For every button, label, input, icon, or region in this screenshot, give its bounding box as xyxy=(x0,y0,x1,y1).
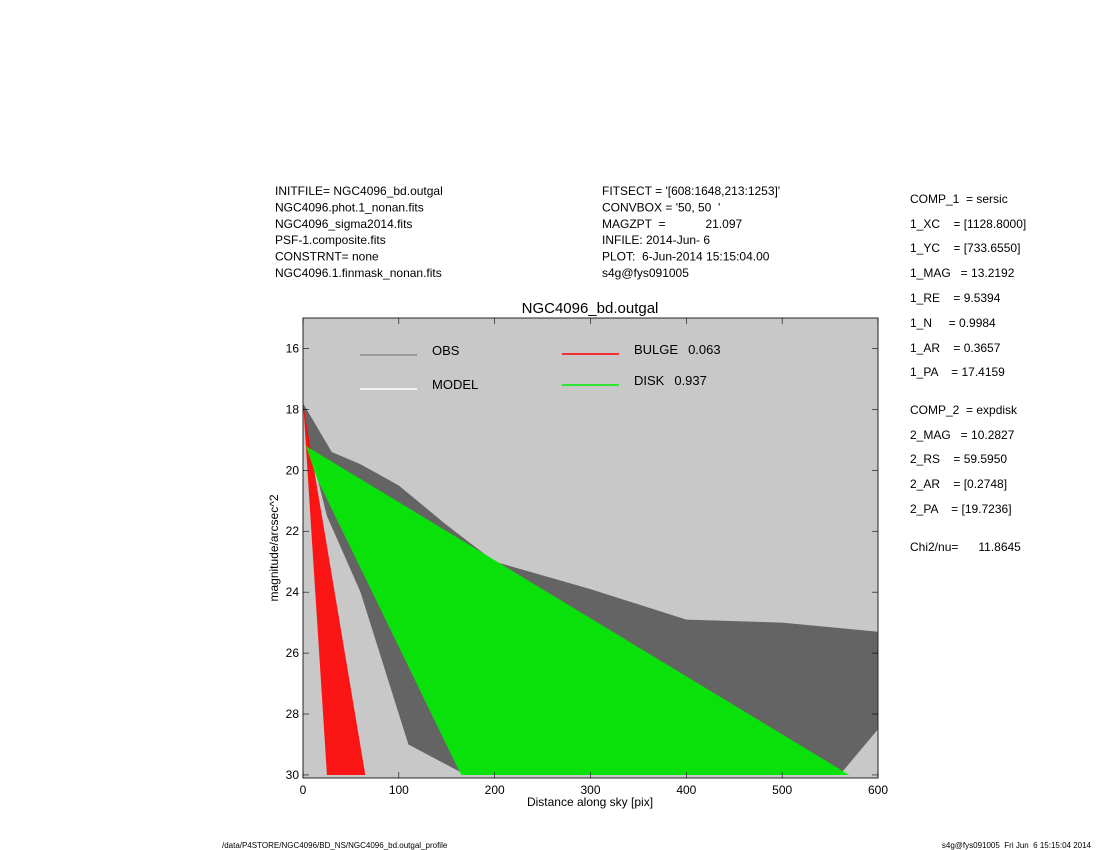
x-tick-label: 400 xyxy=(676,783,696,797)
header-mid-line: FITSECT = '[608:1648,213:1253]' xyxy=(602,184,780,198)
header-mid-line: PLOT: 6-Jun-2014 15:15:04.00 xyxy=(602,250,770,264)
footer-left: /data/P4STORE/NGC4096/BD_NS/NGC4096_bd.o… xyxy=(222,841,448,850)
y-tick-label: 22 xyxy=(286,524,300,538)
plot-frame xyxy=(302,317,879,779)
header-mid-line: INFILE: 2014-Jun- 6 xyxy=(602,233,710,247)
fit-parameter: 2_MAG = 10.2827 xyxy=(910,428,1015,442)
legend-label: DISK xyxy=(634,373,665,388)
legend-fraction: 0.063 xyxy=(688,342,721,357)
header-left-line: CONSTRNT= none xyxy=(275,250,379,264)
chart-title: NGC4096_bd.outgal xyxy=(522,300,659,317)
y-axis-label: magnitude/arcsec^2 xyxy=(267,494,281,601)
legend-label: OBS xyxy=(432,343,460,358)
x-tick-label: 0 xyxy=(300,783,307,797)
header-left-line: NGC4096.1.finmask_nonan.fits xyxy=(275,266,442,280)
header-left-line: INITFILE= NGC4096_bd.outgal xyxy=(275,184,443,198)
fit-parameter: Chi2/nu= 11.8645 xyxy=(910,540,1021,554)
legend-label: BULGE xyxy=(634,342,678,357)
header-left-line: PSF-1.composite.fits xyxy=(275,233,386,247)
fit-parameter: 1_MAG = 13.2192 xyxy=(910,266,1015,280)
y-tick-label: 16 xyxy=(286,341,300,355)
y-tick-label: 28 xyxy=(286,707,300,721)
x-tick-label: 100 xyxy=(389,783,409,797)
header-left-line: NGC4096.phot.1_nonan.fits xyxy=(275,200,424,214)
y-tick-label: 30 xyxy=(286,768,300,782)
y-tick-label: 20 xyxy=(286,463,300,477)
fit-parameter: 1_RE = 9.5394 xyxy=(910,291,1001,305)
fit-parameter: COMP_1 = sersic xyxy=(910,192,1008,206)
data-region xyxy=(303,403,366,775)
x-axis-label: Distance along sky [pix] xyxy=(527,795,653,809)
fit-parameter: COMP_2 = expdisk xyxy=(910,403,1018,417)
fit-parameter: 2_RS = 59.5950 xyxy=(910,452,1007,466)
x-tick-label: 500 xyxy=(772,783,792,797)
fit-parameter: 1_N = 0.9984 xyxy=(910,316,996,330)
footer-right: s4g@fys091005 Fri Jun 6 15:15:04 2014 xyxy=(942,841,1092,850)
legend-label: MODEL xyxy=(432,377,478,392)
header-mid-line: MAGZPT = 21.097 xyxy=(602,217,742,231)
data-region xyxy=(305,445,850,775)
x-tick-label: 200 xyxy=(485,783,505,797)
y-tick-label: 26 xyxy=(286,646,300,660)
fit-parameter: 1_YC = [733.6550] xyxy=(910,241,1020,255)
fit-parameter: 2_PA = [19.7236] xyxy=(910,502,1012,516)
fit-parameter: 1_XC = [1128.8000] xyxy=(910,217,1026,231)
y-tick-label: 24 xyxy=(286,585,300,599)
fit-parameter: 2_AR = [0.2748] xyxy=(910,477,1007,491)
y-tick-label: 18 xyxy=(286,402,300,416)
fit-parameter: 1_PA = 17.4159 xyxy=(910,365,1005,379)
x-tick-label: 300 xyxy=(580,783,600,797)
header-left-line: NGC4096_sigma2014.fits xyxy=(275,217,412,231)
x-tick-label: 600 xyxy=(868,783,888,797)
fit-parameter: 1_AR = 0.3657 xyxy=(910,341,1001,355)
legend-fraction: 0.937 xyxy=(674,373,707,388)
header-mid-line: CONVBOX = '50, 50 ' xyxy=(602,200,720,214)
header-mid-line: s4g@fys091005 xyxy=(602,266,689,280)
